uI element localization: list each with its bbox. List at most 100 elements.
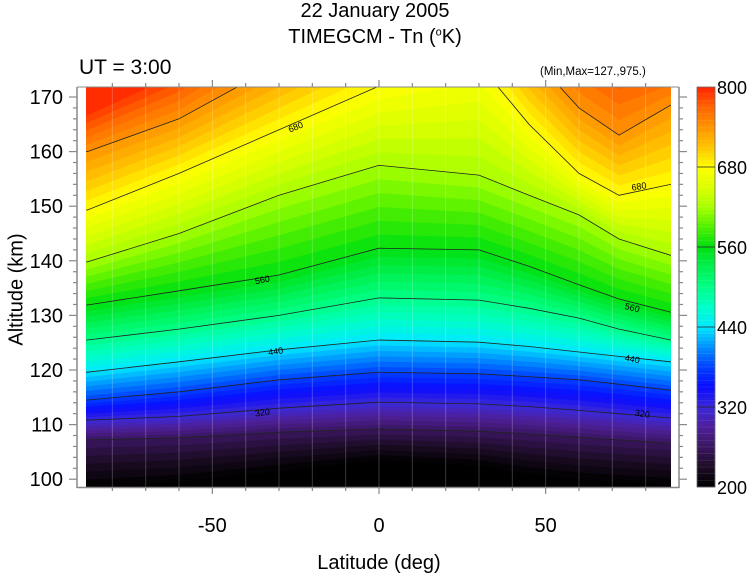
contour-line-380 [86,371,671,401]
colorbar-tick-label: 680 [717,158,747,178]
colorbar-step [697,133,715,138]
colorbar-step [697,190,715,194]
colorbar-step [697,390,715,394]
colorbar-step [697,223,715,228]
colorbar-step [697,113,715,118]
colorbar-step [697,423,715,428]
y-tick-label: 100 [30,469,63,491]
colorbar-step [697,217,715,221]
contour-fills [86,87,671,487]
colorbar-step [697,483,715,488]
colorbar-step [697,277,715,281]
colorbar-step [697,460,715,464]
contour-band-720 [86,87,671,172]
degree-sign: o [435,26,442,39]
grid-lines [111,87,647,487]
colorbar-step [697,360,715,364]
colorbar-step [697,380,715,384]
colorbar-tick-label: 320 [717,398,747,418]
colorbar-step [697,323,715,328]
colorbar-step [697,230,715,234]
x-tick-label: -50 [198,515,227,537]
contour-label: 320 [254,407,270,419]
colorbar-step [697,283,715,288]
contour-label: 440 [268,345,284,357]
colorbar-step [697,173,715,178]
colorbar-step [697,167,715,171]
colorbar-step [697,150,715,154]
y-tick-label: 130 [30,305,63,327]
contour-label: 440 [624,353,641,365]
colorbar-step [697,410,715,414]
colorbar-step [697,327,715,331]
colorbar-step [697,347,715,351]
contour-line-560 [86,247,671,313]
colorbar-step [697,270,715,274]
y-tick-label: 110 [31,415,63,437]
colorbar-step [697,200,715,204]
colorbar-tick-label: 560 [717,238,747,258]
colorbar-step [697,413,715,418]
colorbar-step [697,307,715,311]
colorbar-step [697,393,715,398]
colorbar-step [697,127,715,131]
colorbar-step [697,387,715,391]
colorbar-step [697,457,715,461]
chart-subtitle: TIMEGCM - Tn (oK) [0,26,750,49]
ut-label: UT = 3:00 [79,56,172,79]
contour-line-740 [86,87,671,153]
colorbar-step [697,373,715,378]
colorbar-step [697,330,715,334]
colorbar-step [697,417,715,421]
contour-line-680 [86,87,671,211]
y-tick-label: 150 [30,196,63,218]
colorbar-step [697,187,715,191]
minmax-label: (Min,Max=127.,975.) [540,66,646,78]
contour-label: 320 [634,408,650,420]
colorbar-step [697,193,715,198]
colorbar-step [697,207,715,211]
colorbar-step [697,147,715,151]
contour-band-710 [86,87,671,182]
colorbar-step [697,437,715,441]
colorbar-step [697,370,715,374]
contour-label: 680 [631,180,648,192]
colorbar-step [697,243,715,248]
subtitle-suffix: K) [441,26,462,48]
x-tick-label: 0 [373,515,384,537]
colorbar-step [697,343,715,348]
colorbar-step [697,317,715,321]
colorbar-step [697,160,715,164]
colorbar-step [697,260,715,264]
colorbar-step [697,397,715,401]
colorbar-step [697,310,715,314]
colorbar-step [697,90,715,94]
colorbar-step [697,257,715,261]
colorbar-step [697,140,715,144]
colorbar-step [697,383,715,388]
colorbar-step [697,480,715,484]
y-tick-label: 140 [30,251,63,273]
colorbar-step [697,253,715,258]
colorbar-step [697,163,715,168]
colorbar-step [697,220,715,224]
colorbar-step [697,403,715,408]
colorbar-step [697,227,715,231]
colorbar-step [697,213,715,218]
colorbar-step [697,263,715,268]
colorbar-step [697,447,715,451]
colorbar-step [697,287,715,291]
colorbar-step [697,100,715,104]
colorbar-tick-label: 800 [717,78,747,98]
colorbar-step [697,333,715,338]
colorbar-step [697,123,715,128]
axes: -50 0 50 100 110 120 130 140 150 160 170 [30,80,687,537]
colorbar-tick-label: 440 [717,318,747,338]
contour-label: 560 [624,301,641,314]
colorbar-step [697,153,715,158]
colorbar-step [697,143,715,148]
colorbar-step [697,297,715,301]
colorbar-step [697,463,715,468]
contour-label: 560 [254,273,271,286]
